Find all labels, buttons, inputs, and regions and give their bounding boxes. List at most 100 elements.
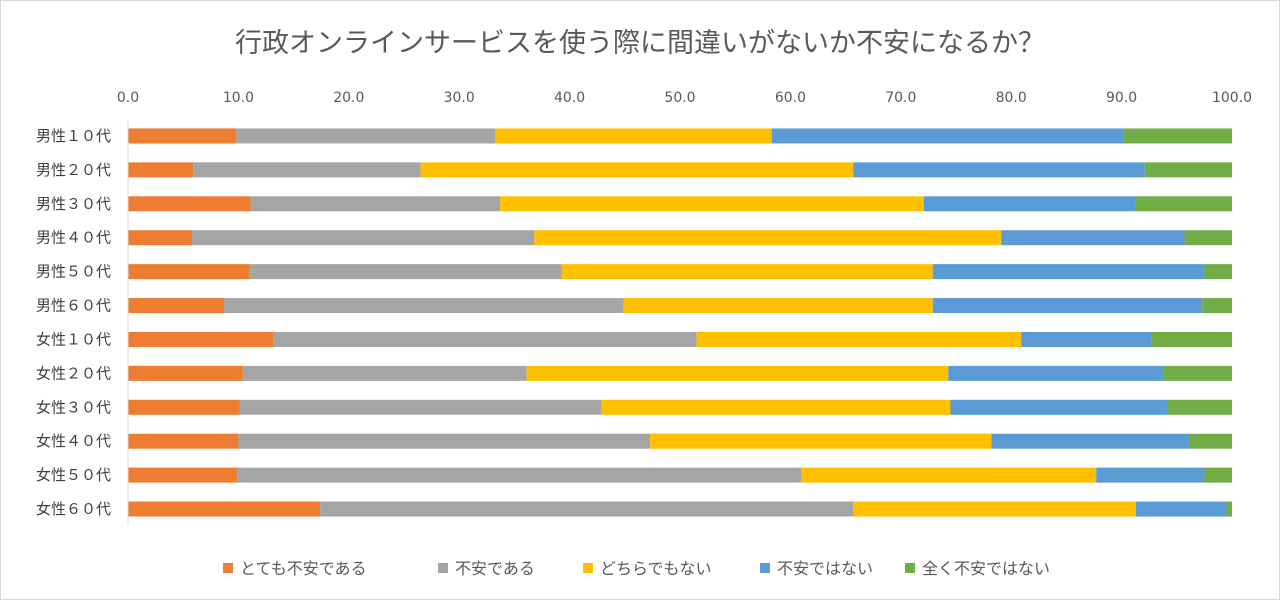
x-tick-label: 40.0 xyxy=(554,90,585,106)
bar-segment xyxy=(650,433,992,449)
category-label: 男性１０代 xyxy=(36,127,111,145)
legend-swatch xyxy=(438,563,448,573)
bar-segment xyxy=(320,501,854,517)
bar-segment xyxy=(1001,230,1185,246)
bar-segment xyxy=(128,433,239,449)
category-label: 女性６０代 xyxy=(36,500,111,518)
bar-segment xyxy=(128,365,243,381)
bar-segment xyxy=(239,399,602,415)
bar-segment xyxy=(1135,196,1232,212)
bar-segment xyxy=(236,128,496,144)
chart-title: 行政オンラインサービスを使う際に間違いがないか不安になるか？ xyxy=(235,28,1045,59)
legend-swatch xyxy=(583,563,593,573)
bar-segment xyxy=(526,365,949,381)
bar-segment xyxy=(495,128,772,144)
bar-segment xyxy=(128,298,225,314)
legend-label: 不安である xyxy=(455,559,535,578)
bar-segment xyxy=(128,162,194,178)
bar-segment xyxy=(853,501,1136,517)
category-label: 男性２０代 xyxy=(36,161,111,179)
x-tick-label: 30.0 xyxy=(444,90,475,106)
bar-segment xyxy=(801,467,1097,483)
legend-swatch xyxy=(905,563,915,573)
bar-segment xyxy=(128,196,251,212)
bar-segment xyxy=(128,399,240,415)
x-axis: 0.0 10.0 20.0 30.0 40.0 50.0 60.0 70.0 80.0 90.0 1… xyxy=(117,90,1252,106)
x-tick-label: 20.0 xyxy=(333,90,364,106)
x-tick-label: 70.0 xyxy=(885,90,916,106)
category-label: 男性５０代 xyxy=(36,263,111,281)
x-tick-label: 10.0 xyxy=(223,90,254,106)
legend: とても不安である 不安である どちらでもない 不安ではない 全く不安ではない xyxy=(223,559,1050,578)
bar-segment xyxy=(561,264,933,280)
bar-segment xyxy=(193,162,421,178)
category-label: 男性６０代 xyxy=(36,297,111,315)
x-tick-label: 80.0 xyxy=(996,90,1027,106)
legend-label: どちらでもない xyxy=(600,559,712,578)
bar-segment xyxy=(601,399,951,415)
bar-segment xyxy=(224,298,624,314)
bar-segment xyxy=(128,264,250,280)
category-label: 女性２０代 xyxy=(36,364,111,382)
legend-label: 全く不安ではない xyxy=(922,559,1050,578)
bar-segment xyxy=(534,230,1002,246)
x-tick-label: 0.0 xyxy=(117,90,139,106)
bar-segment xyxy=(950,399,1168,415)
y-axis: 男性１０代男性２０代男性３０代男性４０代男性５０代男性６０代女性１０代女性２０代… xyxy=(36,127,111,518)
bar-segment xyxy=(128,331,274,347)
category-label: 女性１０代 xyxy=(36,330,111,348)
bar-segment xyxy=(1188,433,1232,449)
bar-segment xyxy=(273,331,697,347)
legend-swatch xyxy=(760,563,770,573)
bar-segment xyxy=(1135,501,1227,517)
bar-segment xyxy=(1167,399,1232,415)
bar-segment xyxy=(1204,467,1232,483)
plot-area xyxy=(128,128,1232,517)
bar-segment xyxy=(500,196,924,212)
bar-segment xyxy=(1184,230,1232,246)
bar-segment xyxy=(696,331,1022,347)
bar-segment xyxy=(1204,264,1232,280)
bar-segment xyxy=(128,467,238,483)
bar-segment xyxy=(1226,501,1232,517)
legend-label: とても不安である xyxy=(240,559,367,578)
bar-segment xyxy=(623,298,933,314)
bar-segment xyxy=(948,365,1164,381)
category-label: 女性３０代 xyxy=(36,398,111,416)
bar-segment xyxy=(237,467,802,483)
bar-segment xyxy=(249,264,562,280)
bar-segment xyxy=(932,298,1203,314)
bar-segment xyxy=(1163,365,1232,381)
bar-segment xyxy=(128,501,321,517)
legend-label: 不安ではない xyxy=(777,559,873,578)
bar-segment xyxy=(128,230,193,246)
bar-segment xyxy=(853,162,1145,178)
bar-segment xyxy=(771,128,1124,144)
x-tick-label: 50.0 xyxy=(664,90,695,106)
category-label: 男性４０代 xyxy=(36,229,111,247)
x-tick-label: 90.0 xyxy=(1106,90,1137,106)
bar-segment xyxy=(420,162,854,178)
x-tick-label: 100.0 xyxy=(1212,90,1252,106)
x-tick-label: 60.0 xyxy=(775,90,806,106)
bar-segment xyxy=(250,196,501,212)
bar-segment xyxy=(192,230,535,246)
bar-segment xyxy=(1202,298,1232,314)
bar-segment xyxy=(1096,467,1205,483)
bar-segment xyxy=(923,196,1136,212)
bar-segment xyxy=(1144,162,1232,178)
bar-segment xyxy=(932,264,1205,280)
legend-swatch xyxy=(223,563,233,573)
category-label: 女性４０代 xyxy=(36,432,111,450)
bar-segment xyxy=(128,128,237,144)
bar-segment xyxy=(1151,331,1232,347)
bar-segment xyxy=(242,365,527,381)
category-label: 男性３０代 xyxy=(36,195,111,213)
bar-segment xyxy=(238,433,651,449)
bar-segment xyxy=(1123,128,1232,144)
category-label: 女性５０代 xyxy=(36,466,111,484)
bar-segment xyxy=(1021,331,1152,347)
bar-segment xyxy=(991,433,1189,449)
